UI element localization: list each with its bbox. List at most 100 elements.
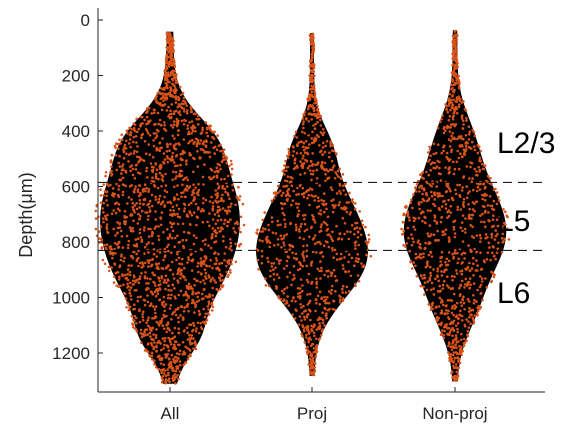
- data-point: [298, 230, 301, 233]
- data-point: [316, 241, 319, 244]
- data-point: [149, 302, 153, 305]
- data-point: [155, 320, 159, 324]
- data-point: [460, 345, 463, 349]
- data-point: [172, 374, 175, 378]
- data-point: [140, 209, 144, 213]
- data-point: [147, 235, 151, 238]
- data-point: [161, 179, 165, 182]
- data-point: [466, 192, 470, 195]
- data-point: [451, 376, 454, 379]
- data-point: [196, 265, 199, 268]
- data-point: [167, 288, 170, 292]
- data-point: [172, 357, 175, 361]
- data-point: [320, 297, 323, 301]
- data-point: [170, 42, 174, 46]
- data-point: [331, 144, 335, 147]
- data-point: [338, 167, 341, 171]
- data-point: [157, 322, 160, 325]
- data-point: [173, 326, 177, 330]
- data-point: [449, 189, 452, 193]
- data-point: [137, 212, 140, 216]
- data-point: [201, 128, 204, 132]
- data-point: [451, 70, 455, 74]
- data-point: [170, 251, 173, 254]
- data-point: [173, 90, 177, 94]
- data-point: [479, 251, 482, 255]
- data-point: [126, 132, 129, 135]
- data-point: [316, 294, 320, 298]
- data-point: [438, 284, 442, 288]
- data-point: [313, 90, 317, 94]
- data-point: [454, 29, 457, 33]
- data-point: [192, 347, 195, 350]
- data-point: [123, 292, 127, 296]
- data-point: [300, 319, 303, 322]
- data-point: [484, 277, 487, 280]
- data-point: [452, 39, 456, 42]
- data-point: [183, 207, 186, 210]
- data-point: [195, 215, 199, 219]
- data-point: [298, 287, 302, 290]
- data-point: [192, 125, 196, 129]
- data-point: [159, 202, 163, 206]
- data-point: [141, 190, 145, 193]
- data-point: [142, 310, 145, 314]
- data-point: [309, 42, 313, 45]
- data-point: [165, 142, 169, 146]
- data-point: [469, 322, 472, 326]
- data-point: [315, 280, 319, 284]
- data-point: [151, 155, 155, 159]
- data-point: [457, 321, 460, 325]
- data-point: [458, 352, 462, 356]
- data-point: [297, 323, 301, 327]
- data-point: [464, 231, 467, 234]
- data-point: [155, 134, 159, 138]
- data-point: [158, 141, 162, 145]
- data-point: [489, 204, 492, 208]
- data-point: [204, 121, 208, 124]
- data-point: [111, 256, 114, 260]
- data-point: [127, 243, 130, 247]
- data-point: [462, 123, 465, 126]
- data-point: [454, 100, 458, 103]
- data-point: [171, 214, 174, 217]
- data-point: [495, 218, 499, 221]
- data-point: [177, 207, 181, 211]
- data-point: [321, 318, 325, 322]
- data-point: [270, 216, 274, 219]
- data-point: [297, 202, 301, 206]
- data-point: [154, 210, 157, 213]
- data-point: [315, 347, 319, 350]
- data-point: [147, 282, 150, 285]
- data-point: [310, 87, 313, 91]
- data-point: [224, 245, 228, 249]
- data-point: [294, 130, 298, 134]
- data-point: [310, 178, 313, 182]
- data-point: [344, 182, 347, 186]
- data-point: [302, 237, 306, 241]
- data-point: [307, 338, 310, 341]
- data-point: [174, 313, 178, 317]
- data-point: [447, 309, 450, 313]
- data-point: [432, 268, 435, 271]
- data-point: [310, 141, 314, 145]
- data-point: [406, 212, 410, 216]
- data-point: [138, 231, 142, 235]
- data-point: [160, 108, 164, 112]
- data-point: [431, 307, 434, 311]
- data-point: [170, 236, 174, 240]
- data-point: [421, 219, 424, 223]
- data-point: [124, 171, 128, 174]
- data-point: [155, 350, 158, 353]
- data-point: [266, 256, 269, 260]
- data-point: [215, 259, 219, 262]
- data-point: [167, 371, 170, 375]
- data-point: [490, 236, 494, 239]
- data-point: [302, 192, 305, 196]
- data-point: [133, 211, 136, 214]
- data-point: [112, 209, 115, 212]
- data-point: [288, 248, 292, 251]
- data-point: [210, 236, 214, 240]
- data-point: [176, 250, 179, 254]
- data-point: [132, 250, 135, 254]
